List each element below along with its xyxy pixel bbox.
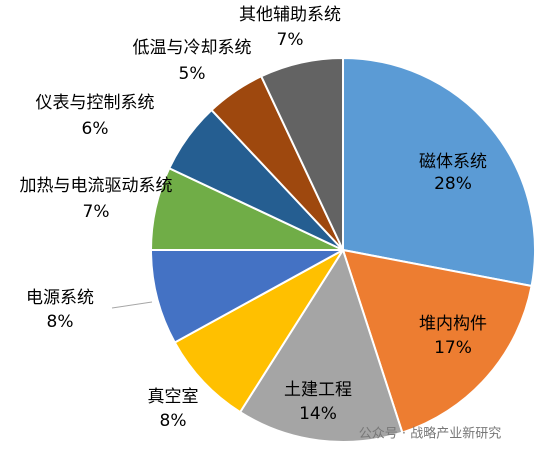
pie-slice	[342, 56, 536, 288]
slice-label: 仪表与控制系统	[36, 93, 155, 113]
value-label: 6%	[82, 119, 109, 139]
value-label: 5%	[179, 64, 206, 84]
slice-label: 低温与冷却系统	[133, 38, 252, 58]
pie-slice	[149, 249, 344, 344]
value-label: 7%	[83, 202, 110, 222]
value-label: 28%	[434, 174, 472, 194]
leader-line	[111, 301, 153, 309]
slice-label: 加热与电流驱动系统	[20, 176, 173, 196]
slice-label: 土建工程	[284, 380, 352, 400]
value-label: 17%	[434, 338, 472, 358]
pie-slice	[259, 56, 344, 251]
slice-label: 堆内构件	[419, 314, 487, 334]
slice-label: 真空室	[148, 387, 199, 407]
slice-label: 电源系统	[26, 288, 94, 308]
pie-slice	[238, 247, 404, 443]
value-label: 14%	[299, 404, 337, 424]
value-label: 8%	[160, 411, 187, 431]
pie-slice	[173, 249, 344, 414]
value-label: 7%	[277, 30, 304, 50]
pie-slice	[341, 248, 533, 434]
slice-label: 其他辅助系统	[239, 5, 341, 25]
watermark: 公众号 · 战略产业新研究	[359, 426, 501, 442]
slice-label: 磁体系统	[419, 152, 487, 172]
value-label: 8%	[47, 312, 74, 332]
